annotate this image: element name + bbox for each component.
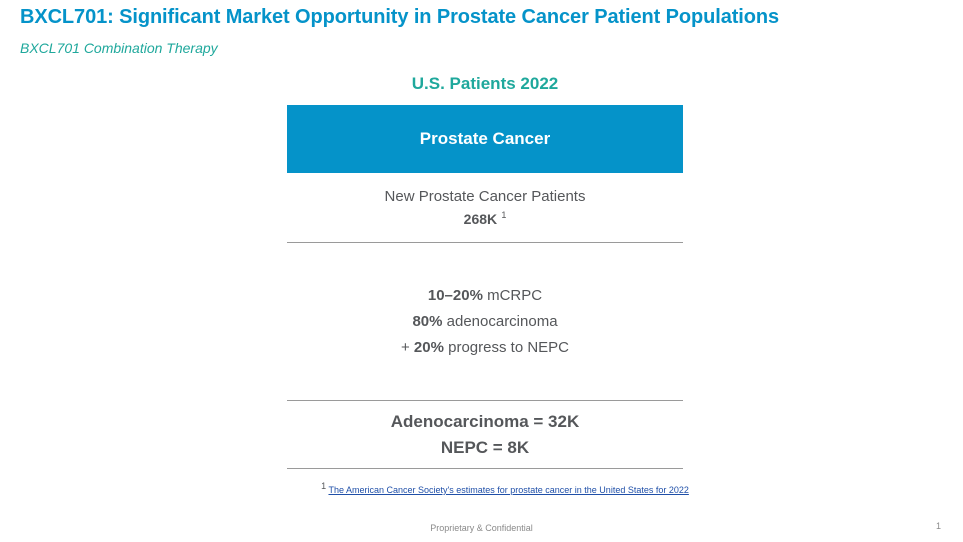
divider-top [287, 242, 683, 243]
new-patients-label: New Prostate Cancer Patients [384, 188, 586, 205]
divider-bottom [287, 468, 683, 469]
breakdown-percent: 20% [413, 339, 444, 356]
adenocarcinoma-total: Adenocarcinoma = 32K [390, 412, 580, 431]
breakdown-text: progress to NEPC [443, 339, 569, 356]
footer-text: Proprietary & Confidential [430, 523, 533, 533]
nepc-total: NEPC = 8K [440, 438, 530, 457]
totals-block: Adenocarcinoma = 32K NEPC = 8K [287, 409, 683, 461]
breakdown-percent: 80% [412, 313, 443, 330]
header-box-label: Prostate Cancer [419, 129, 551, 148]
section-heading: U.S. Patients 2022 [411, 74, 559, 93]
breakdown-text: adenocarcinoma [442, 313, 558, 330]
breakdown-line-nepc: + 20% progress to NEPC [287, 335, 683, 361]
slide-title: BXCL701: Significant Market Opportunity … [20, 6, 779, 28]
footnote-ref: 1 [501, 210, 507, 220]
breakdown-line-mcrpc: 10–20% mCRPC [287, 283, 683, 309]
new-patients-value: 268K [463, 211, 498, 227]
breakdown-line-adenocarcinoma: 80% adenocarcinoma [287, 309, 683, 335]
breakdown-percent: 10–20% [427, 287, 483, 304]
divider-middle [287, 400, 683, 401]
page-number: 1 [935, 521, 941, 531]
footnote-link[interactable]: The American Cancer Society's estimates … [328, 485, 689, 495]
footnote: 1 The American Cancer Society's estimate… [0, 482, 963, 496]
slide-subtitle: BXCL701 Combination Therapy [20, 40, 218, 56]
new-patients-value-line: 268K 1 [287, 208, 683, 231]
breakdown-prefix: + [400, 339, 414, 356]
breakdown-block: 10–20% mCRPC 80% adenocarcinoma + 20% pr… [287, 283, 683, 361]
prostate-cancer-header: Prostate Cancer [287, 105, 683, 173]
new-patients-block: New Prostate Cancer Patients 268K 1 [287, 186, 683, 231]
footnote-marker: 1 [321, 481, 327, 491]
breakdown-text: mCRPC [482, 287, 543, 304]
